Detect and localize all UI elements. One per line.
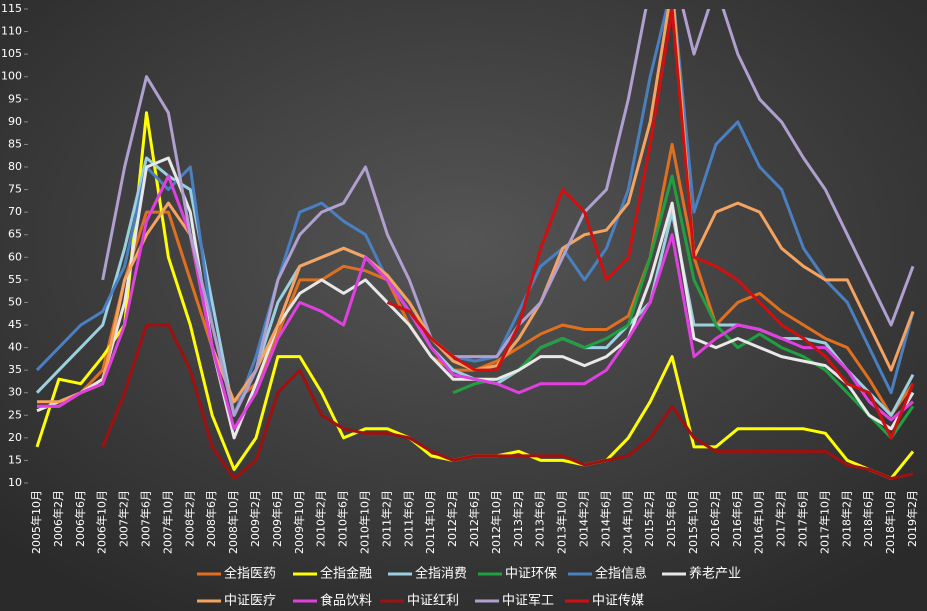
x-tick-label: 2007年6月 [139,490,153,547]
x-tick-label: 2010年10月 [358,490,372,554]
y-tick-label: 80 [8,160,22,173]
x-tick-label: 2019年2月 [905,490,919,547]
x-tick-label: 2014年10月 [620,490,634,554]
legend-label: 全指医药 [224,566,276,582]
x-tick-label: 2016年10月 [752,490,766,554]
legend-label: 中证医疗 [224,594,276,609]
x-tick-label: 2015年6月 [664,490,678,547]
y-tick-label: 105 [1,47,22,60]
x-tick-label: 2005年10月 [29,490,43,554]
y-tick-label: 70 [8,205,22,218]
y-tick-label: 15 [8,453,22,466]
y-tick-label: 85 [8,137,22,150]
x-tick-label: 2017年2月 [774,490,788,547]
legend-label: 中证军工 [502,594,554,609]
y-tick-label: 40 [8,341,22,354]
legend-label: 养老产业 [689,566,741,582]
series-line [101,9,915,417]
legend-label: 中证红利 [407,593,459,609]
x-tick-label: 2006年10月 [95,490,109,554]
x-tick-label: 2008年6月 [204,490,218,547]
x-tick-label: 2014年6月 [598,490,612,547]
x-tick-label: 2012年10月 [489,490,503,554]
x-tick-label: 2011年10月 [423,490,437,554]
x-tick-label: 2018年10月 [883,490,897,554]
x-tick-label: 2014年2月 [577,490,591,547]
x-tick-label: 2007年10月 [160,490,174,554]
series-line [37,174,914,431]
x-tick-label: 2013年10月 [555,490,569,554]
x-tick-label: 2011年2月 [379,490,393,547]
x-tick-label: 2018年6月 [861,490,875,547]
x-tick-label: 2008年2月 [182,490,196,547]
x-tick-label: 2006年6月 [73,490,87,547]
x-tick-label: 2013年6月 [533,490,547,547]
legend-label: 中证传媒 [592,594,644,609]
y-tick-label: 55 [8,273,22,286]
x-tick-label: 2016年2月 [708,490,722,547]
legend-label: 全指金融 [320,566,372,582]
x-tick-label: 2008年10月 [226,490,240,554]
legend-label: 食品饮料 [320,593,372,609]
x-tick-label: 2017年6月 [796,490,810,547]
y-tick-label: 60 [8,250,22,263]
x-tick-label: 2009年10月 [292,490,306,554]
x-tick-label: 2009年2月 [248,490,262,547]
y-tick-label: 30 [8,386,22,399]
series-line [386,9,915,440]
x-tick-label: 2010年6月 [336,490,350,547]
x-tick-label: 2012年2月 [445,490,459,547]
y-tick-label: 100 [1,70,22,83]
y-tick-label: 115 [1,2,22,15]
x-tick-label: 2017年10月 [817,490,831,554]
plot-area [35,9,915,480]
y-tick-label: 95 [8,92,22,105]
legend-label: 全指消费 [415,566,467,582]
series-line [35,9,915,417]
legend-label: 全指信息 [595,566,647,582]
y-tick-label: 20 [8,431,22,444]
series-line [101,323,914,480]
legend-label: 中证环保 [505,567,557,582]
x-tick-label: 2016年6月 [730,490,744,547]
x-tick-label: 2012年6月 [467,490,481,547]
y-tick-label: 10 [8,476,22,489]
y-tick-label: 25 [8,408,22,421]
y-tick-label: 75 [8,183,22,196]
x-tick-label: 2015年2月 [642,490,656,547]
y-tick-label: 65 [8,228,22,241]
x-tick-label: 2010年2月 [314,490,328,547]
y-tick-label: 90 [8,115,22,128]
x-tick-label: 2018年2月 [839,490,853,547]
x-tick-label: 2013年2月 [511,490,525,547]
x-tick-label: 2006年2月 [51,490,65,547]
x-tick-label: 2007年2月 [117,490,131,547]
x-tick-label: 2015年10月 [686,490,700,554]
y-tick-label: 110 [1,25,22,38]
y-tick-label: 50 [8,295,22,308]
x-tick-label: 2011年6月 [401,490,415,547]
x-tick-label: 2009年6月 [270,490,284,547]
y-tick-label: 45 [8,318,22,331]
y-tick-label: 35 [8,363,22,376]
series-line [452,174,915,440]
